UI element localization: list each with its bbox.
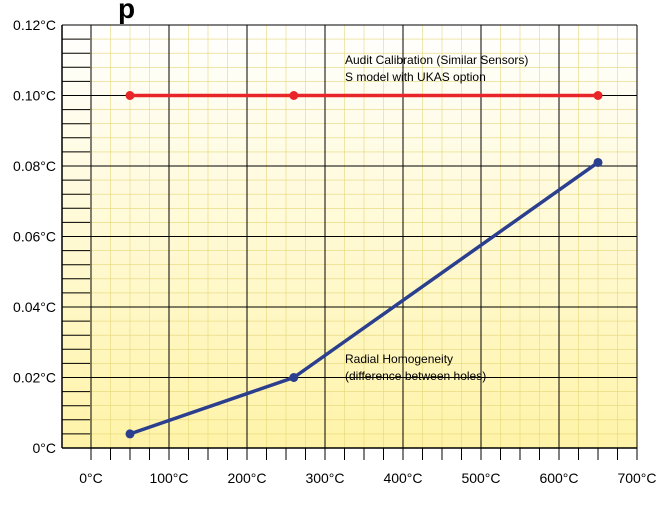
x-tick-label: 200°C [227,470,266,486]
x-tick-label: 700°C [617,470,656,486]
x-axis-ticks: 0°C 100°C 200°C 300°C 400°C 500°C 600°C 700°C [79,470,656,486]
x-tick-label: 600°C [539,470,578,486]
series-1-annotation-line: (difference between holes) [345,369,486,383]
y-axis-ticks: 0°C 0.02°C 0.04°C 0.06°C 0.08°C 0.10°C 0.12°C [13,17,56,456]
series-1-point [593,157,603,167]
y-tick-label: 0.02°C [13,370,56,386]
y-tick-label: 0.06°C [13,229,56,245]
x-tick-label: 500°C [461,470,500,486]
y-tick-label: 0.04°C [13,299,56,315]
series-1-point [289,373,299,382]
x-tick-label: 400°C [383,470,422,486]
series-0-annotation-line: S model with UKAS option [345,70,486,84]
x-tick-label: 100°C [149,470,188,486]
y-tick-label: 0.08°C [13,158,56,174]
x-tick-label: 300°C [305,470,344,486]
x-tick-label: 0°C [79,470,103,486]
axes [61,25,637,449]
annotations: Audit Calibration (Similar Sensors) S mod… [345,53,528,383]
series-0-point [593,91,603,100]
y-tick-label: 0°C [33,440,57,456]
series-layer [125,91,603,439]
series-0-annotation-line: Audit Calibration (Similar Sensors) [345,53,528,67]
series-1-point [125,429,135,439]
y-tick-label: 0.10°C [13,88,56,104]
series-0-point [289,91,299,100]
y-tick-label: 0.12°C [13,17,56,33]
chart-title-fragment: p [118,0,135,24]
series-1-annotation-line: Radial Homogeneity [345,352,453,366]
series-0-point [125,91,135,100]
